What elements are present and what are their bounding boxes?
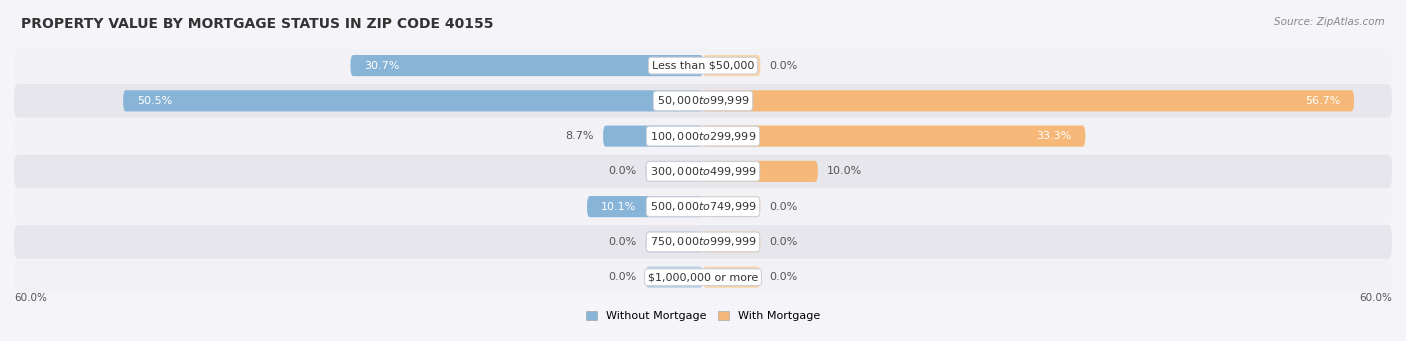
- FancyBboxPatch shape: [703, 161, 818, 182]
- FancyBboxPatch shape: [350, 55, 703, 76]
- FancyBboxPatch shape: [14, 260, 1392, 294]
- FancyBboxPatch shape: [588, 196, 703, 217]
- Text: $750,000 to $999,999: $750,000 to $999,999: [650, 235, 756, 248]
- Text: 0.0%: 0.0%: [769, 202, 797, 212]
- Text: 30.7%: 30.7%: [364, 61, 399, 71]
- FancyBboxPatch shape: [14, 84, 1392, 118]
- Text: PROPERTY VALUE BY MORTGAGE STATUS IN ZIP CODE 40155: PROPERTY VALUE BY MORTGAGE STATUS IN ZIP…: [21, 17, 494, 31]
- FancyBboxPatch shape: [14, 190, 1392, 224]
- FancyBboxPatch shape: [14, 225, 1392, 259]
- FancyBboxPatch shape: [14, 119, 1392, 153]
- FancyBboxPatch shape: [703, 231, 761, 252]
- FancyBboxPatch shape: [14, 154, 1392, 188]
- FancyBboxPatch shape: [645, 267, 703, 288]
- FancyBboxPatch shape: [703, 55, 761, 76]
- Text: Source: ZipAtlas.com: Source: ZipAtlas.com: [1274, 17, 1385, 27]
- Text: 0.0%: 0.0%: [609, 272, 637, 282]
- Text: 0.0%: 0.0%: [769, 237, 797, 247]
- Text: 10.0%: 10.0%: [827, 166, 862, 176]
- Text: 0.0%: 0.0%: [609, 166, 637, 176]
- Text: 0.0%: 0.0%: [769, 272, 797, 282]
- Legend: Without Mortgage, With Mortgage: Without Mortgage, With Mortgage: [582, 307, 824, 326]
- FancyBboxPatch shape: [645, 231, 703, 252]
- Text: $500,000 to $749,999: $500,000 to $749,999: [650, 200, 756, 213]
- FancyBboxPatch shape: [703, 125, 1085, 147]
- Text: 8.7%: 8.7%: [565, 131, 593, 141]
- Text: Less than $50,000: Less than $50,000: [652, 61, 754, 71]
- FancyBboxPatch shape: [124, 90, 703, 112]
- Text: 33.3%: 33.3%: [1036, 131, 1071, 141]
- Text: $50,000 to $99,999: $50,000 to $99,999: [657, 94, 749, 107]
- Text: 50.5%: 50.5%: [136, 96, 172, 106]
- Text: $100,000 to $299,999: $100,000 to $299,999: [650, 130, 756, 143]
- FancyBboxPatch shape: [703, 267, 761, 288]
- Text: 60.0%: 60.0%: [14, 293, 46, 302]
- FancyBboxPatch shape: [703, 90, 1354, 112]
- Text: 60.0%: 60.0%: [1360, 293, 1392, 302]
- Text: 10.1%: 10.1%: [600, 202, 636, 212]
- Text: 0.0%: 0.0%: [769, 61, 797, 71]
- FancyBboxPatch shape: [603, 125, 703, 147]
- Text: 0.0%: 0.0%: [609, 237, 637, 247]
- FancyBboxPatch shape: [645, 161, 703, 182]
- FancyBboxPatch shape: [14, 49, 1392, 83]
- Text: 56.7%: 56.7%: [1305, 96, 1340, 106]
- Text: $300,000 to $499,999: $300,000 to $499,999: [650, 165, 756, 178]
- Text: $1,000,000 or more: $1,000,000 or more: [648, 272, 758, 282]
- FancyBboxPatch shape: [703, 196, 761, 217]
